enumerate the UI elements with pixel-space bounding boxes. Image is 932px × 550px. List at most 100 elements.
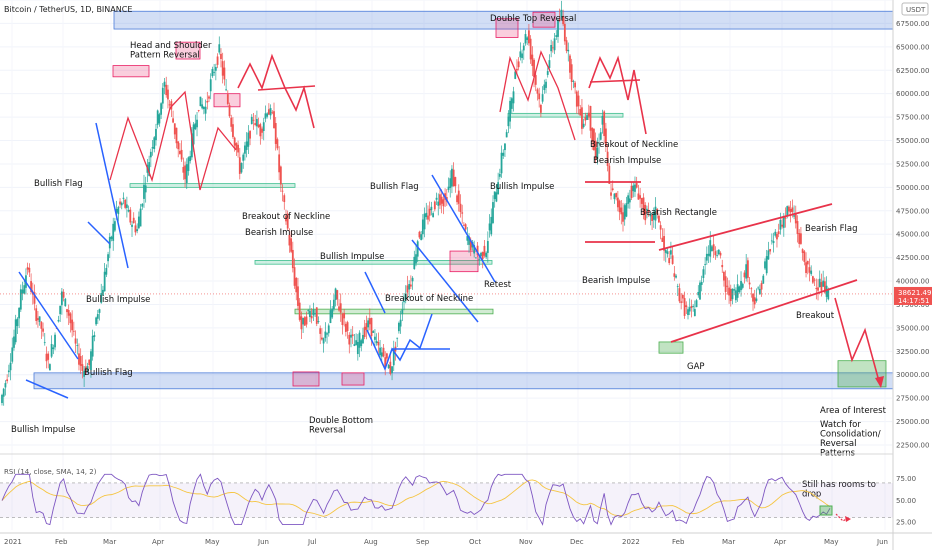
- candle-body: [386, 353, 388, 359]
- annotation-line: Bullish Impulse: [86, 295, 150, 305]
- candle-body: [786, 206, 789, 217]
- candle-body: [124, 199, 127, 208]
- candle-body: [59, 305, 62, 315]
- x-tick-label: Jul: [307, 538, 317, 546]
- candle-body: [416, 241, 419, 257]
- annotation-line: Still has rooms to: [802, 480, 876, 490]
- annotation-line: Bearish Impulse: [582, 276, 650, 286]
- currency-badge: [901, 2, 929, 16]
- candle-body: [504, 143, 506, 151]
- candle-body: [596, 147, 599, 160]
- candle-body: [656, 208, 659, 215]
- pattern-highlight: [532, 11, 556, 28]
- candle-body: [577, 95, 580, 107]
- neckline-zone-3: [507, 112, 624, 118]
- candle-body: [762, 275, 765, 284]
- candle-body: [758, 288, 761, 295]
- label-rsi-note: Still has rooms to drop: [802, 480, 876, 500]
- annotation-line: Bearish Impulse: [245, 228, 313, 238]
- y-tick-label: 57500.00: [896, 114, 929, 122]
- label-bullish-impulse-2: Bullish Impulse: [86, 295, 150, 305]
- x-tick-label: Nov: [519, 538, 533, 546]
- candle-body: [155, 128, 157, 141]
- candle-body: [521, 53, 523, 59]
- candle-body: [86, 366, 89, 373]
- candle-body: [315, 307, 318, 324]
- label-bearish-rectangle: Bearish Rectangle: [640, 208, 717, 218]
- candle-body: [505, 132, 508, 138]
- candle-body: [90, 351, 92, 371]
- candle-body: [50, 344, 53, 357]
- candle-body: [69, 313, 72, 324]
- y-tick-label: 65000.00: [896, 43, 929, 51]
- candle-body: [76, 345, 79, 346]
- annotation-line: GAP: [687, 362, 705, 372]
- candle-body: [66, 309, 68, 313]
- candle-body: [567, 49, 570, 52]
- candle-body: [332, 299, 335, 310]
- candle-body: [735, 290, 737, 301]
- candle-body: [746, 260, 749, 278]
- candle-body: [295, 277, 298, 293]
- candle-body: [257, 124, 260, 128]
- annotation-line: Reversal: [820, 439, 857, 449]
- candle-body: [639, 195, 642, 199]
- candle-body: [26, 267, 29, 270]
- rsi-band: [0, 482, 893, 518]
- candle-body: [516, 68, 518, 71]
- candle-body: [204, 106, 207, 114]
- candle-body: [817, 287, 819, 291]
- annotation-line: Area of Interest: [820, 406, 887, 416]
- candle-body: [587, 112, 590, 117]
- candle-body: [141, 203, 144, 207]
- candle-body: [622, 212, 624, 222]
- annotation-line: drop: [802, 490, 821, 500]
- x-tick-label: Sep: [416, 538, 430, 546]
- candle-body: [661, 237, 664, 242]
- annotation-line: Head and Shoulder: [130, 41, 212, 51]
- candle-body: [220, 53, 222, 60]
- candle-body: [78, 353, 80, 365]
- flag-zone: [294, 308, 494, 315]
- candle-body: [800, 233, 802, 244]
- candle-body: [148, 162, 151, 176]
- candle-body: [331, 308, 334, 318]
- candle-body: [693, 309, 696, 317]
- candle-body: [54, 334, 56, 348]
- candle-body: [428, 208, 431, 216]
- support-zone: [33, 372, 894, 390]
- candle-body: [493, 191, 496, 200]
- candle-body: [533, 59, 535, 77]
- candle-body: [170, 101, 173, 110]
- candle-body: [598, 143, 600, 144]
- projection-blue-1: [366, 313, 433, 371]
- y-tick-label: 52500.00: [896, 160, 929, 168]
- candle-body: [572, 80, 575, 82]
- candle-body: [153, 137, 156, 149]
- candle-body: [451, 168, 453, 187]
- candle-body: [283, 195, 286, 203]
- candle-body: [430, 206, 433, 211]
- candle-body: [88, 359, 91, 366]
- candle-body: [199, 96, 202, 107]
- candle-body: [594, 140, 597, 160]
- candle-body: [654, 206, 657, 221]
- candle-body: [100, 293, 103, 303]
- pattern-highlight: [341, 372, 365, 386]
- candle-body: [637, 193, 640, 200]
- candle-body: [353, 344, 356, 346]
- candle-body: [628, 198, 631, 203]
- candle-body: [589, 106, 592, 131]
- candle-body: [208, 96, 210, 99]
- projection-red-2-neck: [589, 79, 641, 83]
- candle-body: [690, 305, 693, 308]
- candle-body: [447, 186, 450, 190]
- candle-body: [476, 245, 479, 256]
- candle-body: [322, 338, 325, 344]
- candle-body: [49, 364, 51, 371]
- candle-body: [238, 157, 241, 174]
- candle-body: [664, 249, 667, 253]
- annotation-line: Bullish Flag: [370, 182, 419, 192]
- x-tick-label: 2021: [4, 538, 22, 546]
